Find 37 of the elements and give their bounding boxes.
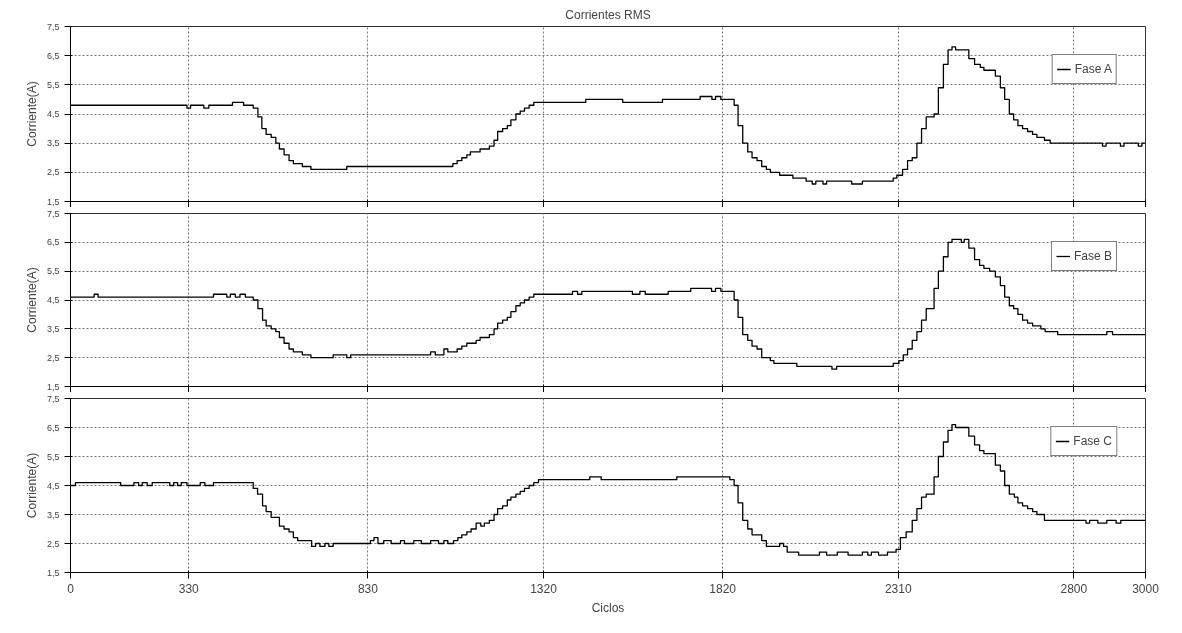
y-tick-label: 6,5 <box>46 422 60 433</box>
chart-title: Corrientes RMS <box>565 7 651 22</box>
y-tick-label: 6,5 <box>46 237 60 248</box>
legend-label: Fase B <box>1073 249 1112 263</box>
y-axis-title: Corriente(A) <box>24 267 39 333</box>
y-tick-label: 5,5 <box>46 266 60 277</box>
x-tick-label: 2310 <box>884 581 912 596</box>
y-tick-label: 2,5 <box>46 352 60 363</box>
legend-label: Fase C <box>1073 434 1112 448</box>
y-tick-label: 6,5 <box>46 50 60 61</box>
legend-label: Fase A <box>1074 62 1112 76</box>
y-axis-title: Corriente(A) <box>24 452 39 519</box>
y-tick-label: 1,5 <box>46 567 60 578</box>
y-tick-label: 5,5 <box>46 79 60 90</box>
y-tick-label: 2,5 <box>46 167 60 178</box>
y-tick-label: 5,5 <box>46 451 60 462</box>
y-tick-label: 4,5 <box>46 109 60 119</box>
y-tick-label: 4,5 <box>46 295 60 305</box>
y-axis-title: Corriente(A) <box>24 81 39 147</box>
y-tick-label: 3,5 <box>46 138 60 149</box>
y-tick-label: 3,5 <box>46 323 60 334</box>
y-tick-label: 1,5 <box>46 196 60 207</box>
x-tick-label: 2800 <box>1060 581 1088 596</box>
x-tick-label: 3000 <box>1132 581 1160 596</box>
y-tick-label: 2,5 <box>46 538 60 549</box>
x-axis-title: Ciclos <box>591 600 625 615</box>
y-tick-label: 3,5 <box>46 509 60 520</box>
x-tick-label: 1820 <box>709 581 737 596</box>
x-tick-label: 330 <box>178 581 200 596</box>
x-tick-label: 1320 <box>530 581 558 596</box>
y-tick-label: 7,5 <box>46 21 60 32</box>
x-tick-label: 0 <box>67 581 75 596</box>
y-tick-label: 7,5 <box>46 208 60 219</box>
y-tick-label: 4,5 <box>46 480 60 491</box>
y-tick-label: 1,5 <box>46 381 60 392</box>
y-tick-label: 7,5 <box>46 393 60 404</box>
x-tick-label: 830 <box>357 581 379 596</box>
